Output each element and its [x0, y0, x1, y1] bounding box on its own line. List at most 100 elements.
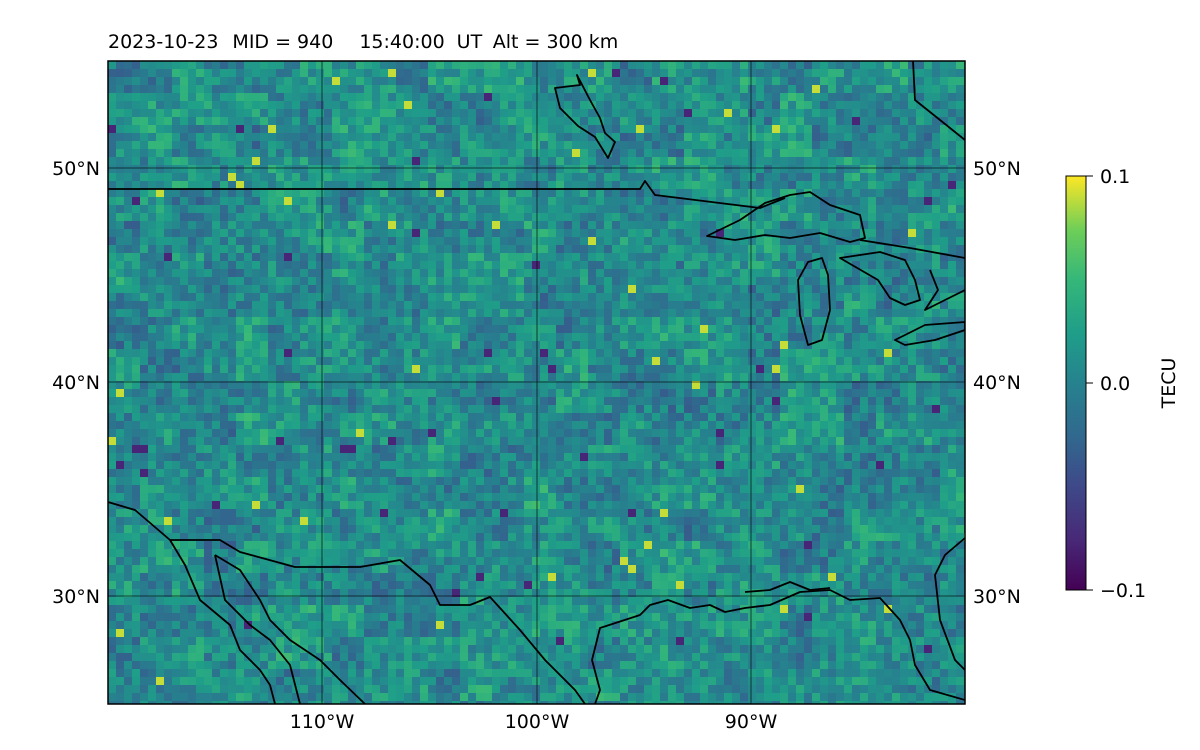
heatmap-cell	[540, 365, 549, 374]
heatmap-cell	[916, 389, 925, 398]
heatmap-cell	[756, 293, 765, 302]
heatmap-cell	[356, 165, 365, 174]
heatmap-cell	[148, 157, 157, 166]
heatmap-cell	[340, 157, 349, 166]
heatmap-cell	[388, 269, 397, 278]
heatmap-cell	[260, 405, 269, 414]
heatmap-cell	[876, 197, 885, 206]
heatmap-cell	[132, 221, 141, 230]
heatmap-cell	[588, 165, 597, 174]
heatmap-cell	[572, 237, 581, 246]
heatmap-cell	[628, 109, 637, 118]
heatmap-cell	[524, 253, 533, 262]
heatmap-cell	[372, 349, 381, 358]
heatmap-cell	[836, 61, 845, 70]
heatmap-cell	[844, 413, 853, 422]
heatmap-cell	[332, 309, 341, 318]
heatmap-cell	[764, 253, 773, 262]
heatmap-cell	[644, 381, 653, 390]
heatmap-cell	[148, 253, 157, 262]
heatmap-cell	[916, 125, 925, 134]
heatmap-cell	[452, 133, 461, 142]
heatmap-cell	[772, 117, 781, 126]
heatmap-cell	[276, 293, 285, 302]
heatmap-cell	[132, 237, 141, 246]
heatmap-cell	[956, 389, 965, 398]
heatmap-cell	[404, 285, 413, 294]
heatmap-cell	[844, 317, 853, 326]
heatmap-cell	[892, 349, 901, 358]
heatmap-cell	[468, 389, 477, 398]
heatmap-cell	[436, 189, 445, 198]
heatmap-cell	[644, 117, 653, 126]
heatmap-cell	[548, 229, 557, 238]
heatmap-cell	[572, 221, 581, 230]
heatmap-cell	[772, 133, 781, 142]
heatmap-cell	[564, 389, 573, 398]
heatmap-cell	[132, 381, 141, 390]
heatmap-cell	[524, 189, 533, 198]
heatmap-cell	[500, 285, 509, 294]
heatmap-cell	[836, 405, 845, 414]
heatmap-cell	[948, 237, 957, 246]
heatmap-cell	[788, 173, 797, 182]
heatmap-cell	[172, 373, 181, 382]
heatmap-cell	[148, 149, 157, 158]
heatmap-cell	[276, 61, 285, 70]
heatmap-cell	[324, 381, 333, 390]
heatmap-cell	[852, 77, 861, 86]
heatmap-cell	[412, 285, 421, 294]
heatmap-cell	[620, 333, 629, 342]
heatmap-cell	[932, 245, 941, 254]
heatmap-cell	[188, 229, 197, 238]
heatmap-cell	[156, 293, 165, 302]
heatmap-cell	[444, 285, 453, 294]
heatmap-cell	[484, 317, 493, 326]
heatmap-cell	[604, 421, 613, 430]
heatmap-cell	[660, 421, 669, 430]
heatmap-cell	[212, 141, 221, 150]
heatmap-cell	[692, 213, 701, 222]
heatmap-cell	[860, 189, 869, 198]
heatmap-cell	[732, 133, 741, 142]
heatmap-cell	[140, 277, 149, 286]
heatmap-cell	[812, 213, 821, 222]
heatmap-cell	[220, 405, 229, 414]
heatmap-cell	[612, 141, 621, 150]
heatmap-cell	[276, 341, 285, 350]
heatmap-cell	[420, 205, 429, 214]
heatmap-cell	[300, 197, 309, 206]
heatmap-cell	[532, 181, 541, 190]
heatmap-cell	[180, 93, 189, 102]
heatmap-cell	[620, 117, 629, 126]
heatmap-cell	[364, 149, 373, 158]
heatmap-cell	[252, 309, 261, 318]
heatmap-cell	[588, 341, 597, 350]
heatmap-cell	[916, 69, 925, 78]
heatmap-cell	[236, 125, 245, 134]
heatmap-cell	[892, 173, 901, 182]
heatmap-cell	[700, 125, 709, 134]
heatmap-cell	[652, 365, 661, 374]
heatmap-cell	[868, 109, 877, 118]
heatmap-cell	[188, 333, 197, 342]
heatmap-cell	[884, 301, 893, 310]
heatmap-cell	[916, 261, 925, 270]
heatmap-cell	[588, 197, 597, 206]
heatmap-cell	[564, 405, 573, 414]
heatmap-cell	[756, 133, 765, 142]
heatmap-cell	[476, 325, 485, 334]
heatmap-cell	[284, 405, 293, 414]
heatmap-cell	[252, 421, 261, 430]
heatmap-cell	[204, 301, 213, 310]
heatmap-cell	[500, 269, 509, 278]
heatmap-cell	[236, 101, 245, 110]
heatmap-cell	[932, 109, 941, 118]
heatmap-cell	[916, 301, 925, 310]
heatmap-cell	[340, 205, 349, 214]
heatmap-cell	[132, 77, 141, 86]
heatmap-cell	[436, 101, 445, 110]
heatmap-cell	[740, 421, 749, 430]
heatmap-cell	[516, 285, 525, 294]
heatmap-cell	[548, 349, 557, 358]
